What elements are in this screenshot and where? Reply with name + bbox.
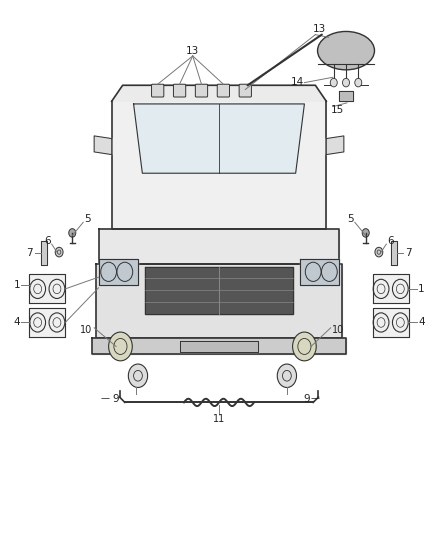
Circle shape xyxy=(128,364,148,387)
Text: 9: 9 xyxy=(303,394,310,404)
Polygon shape xyxy=(29,308,65,337)
Polygon shape xyxy=(339,91,353,101)
Text: 7: 7 xyxy=(405,248,412,258)
Polygon shape xyxy=(300,259,339,285)
Text: 6: 6 xyxy=(44,236,51,246)
Polygon shape xyxy=(99,229,339,264)
Circle shape xyxy=(330,78,337,87)
FancyBboxPatch shape xyxy=(195,84,208,97)
Circle shape xyxy=(109,332,132,361)
Polygon shape xyxy=(373,274,409,303)
Polygon shape xyxy=(180,341,258,352)
Polygon shape xyxy=(326,136,344,155)
Circle shape xyxy=(69,229,76,237)
Polygon shape xyxy=(41,241,47,265)
Circle shape xyxy=(362,229,369,237)
Polygon shape xyxy=(134,104,304,173)
Circle shape xyxy=(355,78,362,87)
Polygon shape xyxy=(92,338,346,354)
Text: 4: 4 xyxy=(418,318,425,327)
Polygon shape xyxy=(94,136,112,155)
Polygon shape xyxy=(29,274,65,303)
Polygon shape xyxy=(391,241,397,265)
Polygon shape xyxy=(145,266,293,314)
Text: 5: 5 xyxy=(84,214,91,223)
Text: 4: 4 xyxy=(13,318,20,327)
Text: 6: 6 xyxy=(387,236,394,246)
Text: 14: 14 xyxy=(291,77,304,86)
Text: —: — xyxy=(311,394,320,402)
Text: 13: 13 xyxy=(186,46,199,55)
Circle shape xyxy=(375,247,383,257)
Polygon shape xyxy=(112,85,326,101)
FancyBboxPatch shape xyxy=(152,84,164,97)
Text: —: — xyxy=(101,394,110,402)
FancyBboxPatch shape xyxy=(217,84,230,97)
Text: 10: 10 xyxy=(332,326,345,335)
Text: 10: 10 xyxy=(80,326,92,335)
Text: 5: 5 xyxy=(347,214,354,223)
Polygon shape xyxy=(96,264,342,338)
Circle shape xyxy=(293,332,316,361)
Text: 13: 13 xyxy=(313,25,326,34)
Text: 9: 9 xyxy=(113,394,120,404)
Text: 1: 1 xyxy=(418,284,425,294)
Text: 7: 7 xyxy=(26,248,33,258)
FancyBboxPatch shape xyxy=(173,84,186,97)
Circle shape xyxy=(343,78,350,87)
Circle shape xyxy=(55,247,63,257)
Polygon shape xyxy=(112,101,326,229)
Text: 15: 15 xyxy=(331,106,344,115)
Ellipse shape xyxy=(318,31,374,70)
Text: 1: 1 xyxy=(13,280,20,290)
Circle shape xyxy=(277,364,297,387)
Polygon shape xyxy=(373,308,409,337)
FancyBboxPatch shape xyxy=(239,84,251,97)
Text: 11: 11 xyxy=(213,415,225,424)
Polygon shape xyxy=(99,259,138,285)
